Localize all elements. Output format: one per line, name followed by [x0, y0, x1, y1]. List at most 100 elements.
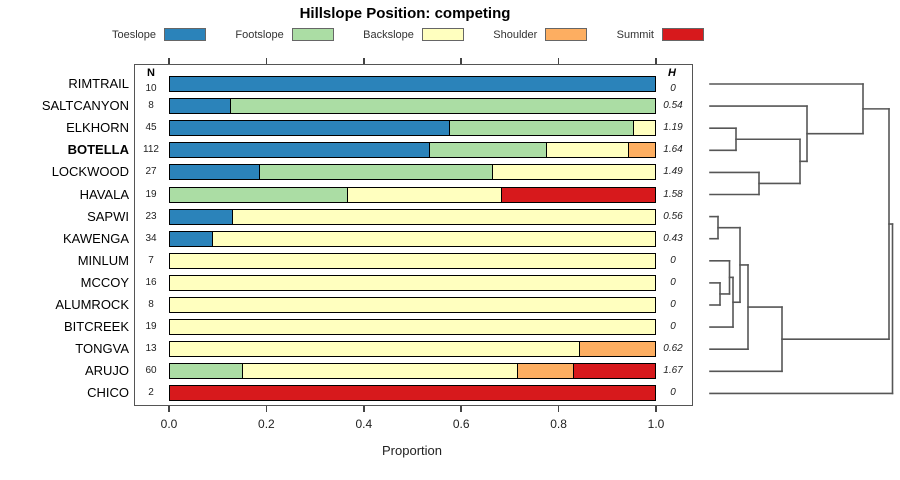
bar-segment-toeslope [170, 209, 234, 224]
row-label: ELKHORN [66, 120, 129, 136]
n-value: 2 [148, 387, 154, 399]
h-column-header: H [668, 67, 676, 79]
bar-segment-footslope [170, 187, 349, 202]
stacked-bar [169, 208, 656, 225]
axis-tick-top [655, 58, 657, 64]
legend-swatch [291, 28, 334, 41]
bar-segment-backslope [348, 187, 502, 202]
h-value: 0.43 [663, 232, 683, 244]
bar-segment-toeslope [170, 77, 655, 91]
bar-segment-backslope [170, 275, 655, 290]
row-label: BOTELLA [67, 142, 129, 158]
n-value: 112 [143, 144, 159, 156]
axis-tick-top [557, 58, 560, 64]
bar-segment-backslope [546, 143, 630, 158]
legend: Toeslope Footslope Backslope Shoulder Summit [112, 26, 704, 43]
h-value: 1.64 [663, 144, 683, 156]
dendrogram [709, 83, 894, 395]
bar-segment-backslope [170, 253, 655, 268]
row-label: BITCREEK [63, 319, 129, 335]
stacked-bar [169, 319, 656, 336]
bar-segment-shoulder [580, 342, 655, 357]
legend-label: Summit [616, 28, 654, 41]
legend-swatch [661, 28, 704, 41]
axis-tick-label: 0.2 [258, 417, 275, 431]
bar-segment-backslope [170, 298, 655, 312]
bar-segment-backslope [242, 364, 518, 379]
stacked-bar [169, 76, 656, 92]
bar-segment-backslope [170, 342, 581, 357]
h-value: 0.54 [663, 100, 683, 112]
h-value: 0.62 [663, 343, 683, 355]
bar-segment-footslope [230, 99, 655, 114]
h-value: 0 [670, 83, 676, 94]
axis-tick-bottom [460, 406, 462, 412]
legend-item: Toeslope [112, 28, 207, 41]
row-label: KAWENGA [63, 230, 129, 246]
bar-segment-shoulder [629, 143, 655, 158]
h-value: 0 [670, 387, 676, 399]
row-label: SAPWI [87, 208, 129, 224]
h-value: 1.19 [663, 122, 683, 134]
axis-tick-label: 0.4 [355, 417, 373, 431]
axis-tick-label: 0.8 [550, 417, 567, 431]
bar-segment-footslope [259, 165, 494, 180]
stacked-bar [169, 98, 656, 115]
stacked-bar [169, 142, 656, 159]
stacked-bar [169, 186, 656, 203]
legend-swatch [164, 28, 207, 41]
axis-tick-bottom [363, 406, 365, 412]
chart-title: Hillslope Position: competing [299, 5, 511, 22]
h-value: 0 [670, 276, 676, 288]
n-value: 8 [148, 299, 154, 310]
n-value: 8 [148, 100, 154, 112]
n-value: 60 [145, 365, 157, 377]
axis-tick-label: 0.6 [452, 417, 470, 431]
n-value: 23 [145, 210, 157, 222]
n-value: 16 [145, 276, 157, 288]
axis-tick-label: 0.0 [160, 417, 178, 431]
stacked-bar [169, 120, 656, 137]
n-value: 19 [145, 188, 157, 200]
stacked-bar [169, 385, 656, 402]
bar-segment-summit [501, 187, 655, 202]
axis-tick-label: 1.0 [647, 417, 665, 431]
legend-label: Footslope [235, 28, 284, 41]
h-value: 0 [670, 321, 676, 333]
row-label: ALUMROCK [55, 297, 129, 312]
axis-tick-top [363, 58, 365, 64]
h-value: 1.67 [663, 365, 683, 377]
row-label: ARUJO [84, 363, 129, 379]
n-value: 27 [145, 166, 157, 178]
legend-item: Backslope [363, 28, 464, 41]
n-value: 34 [145, 232, 157, 244]
legend-item: Footslope [235, 28, 334, 41]
bar-segment-backslope [212, 231, 655, 246]
row-label: RIMTRAIL [68, 76, 129, 91]
legend-item: Shoulder [493, 28, 588, 41]
h-value: 0 [670, 254, 676, 266]
bar-segment-toeslope [170, 143, 430, 158]
bar-segment-backslope [493, 165, 655, 180]
row-label: MINLUM [77, 252, 129, 268]
n-value: 19 [145, 321, 157, 333]
axis-tick-top [168, 58, 170, 64]
n-column-header: N [147, 67, 155, 79]
stacked-bar [169, 252, 656, 269]
bar-segment-toeslope [170, 231, 213, 246]
x-axis-title: Proportion [382, 443, 442, 458]
axis-tick-top [460, 58, 462, 64]
n-value: 13 [145, 343, 157, 355]
bar-segment-backslope [233, 209, 655, 224]
h-value: 0 [670, 299, 676, 310]
bar-segment-footslope [429, 143, 547, 158]
h-value: 1.58 [663, 188, 683, 200]
axis-tick-bottom [168, 406, 170, 412]
legend-swatch [545, 28, 588, 41]
bar-segment-footslope [170, 364, 243, 379]
stacked-bar [169, 164, 656, 181]
legend-swatch [421, 28, 464, 41]
axis-tick-top [265, 58, 268, 64]
legend-label: Backslope [363, 28, 414, 41]
